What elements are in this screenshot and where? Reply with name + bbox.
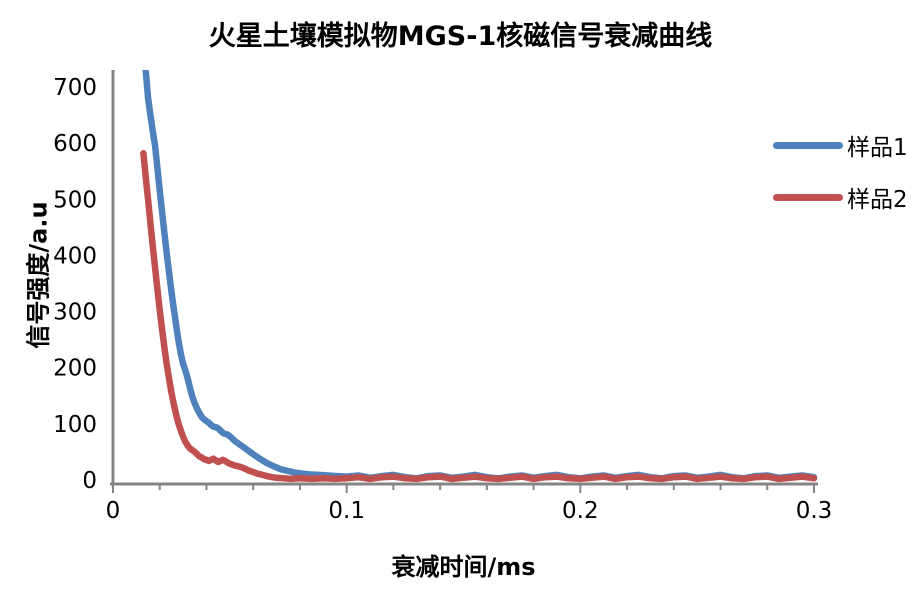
y-tick-label: 200 xyxy=(53,356,97,382)
x-axis-title: 衰减时间/ms xyxy=(391,553,536,581)
sample2-line-swatch-icon xyxy=(773,193,843,201)
legend-item-sample2: 样品2 xyxy=(773,182,908,213)
series-line-1 xyxy=(140,149,818,483)
y-tick-label: 500 xyxy=(53,187,97,213)
x-tick-label: 0.1 xyxy=(328,498,365,524)
legend-item-sample1: 样品1 xyxy=(773,130,908,161)
y-tick-label: 0 xyxy=(82,468,97,494)
legend-label-sample1: 样品1 xyxy=(847,135,908,161)
y-tick-label: 100 xyxy=(53,412,97,438)
y-tick-label: 300 xyxy=(53,300,97,326)
y-tick-label: 600 xyxy=(53,131,97,157)
y-tick-label: 700 xyxy=(53,75,97,101)
legend: 样品1 样品2 xyxy=(773,130,908,213)
chart-title: 火星土壤模拟物MGS-1核磁信号衰减曲线 xyxy=(208,21,713,52)
series-line-0 xyxy=(142,70,818,482)
y-tick-label: 400 xyxy=(53,243,97,269)
sample1-line-swatch-icon xyxy=(773,141,843,149)
x-tick-label: 0.3 xyxy=(796,498,833,524)
x-tick-label: 0 xyxy=(106,498,121,524)
x-tick-label: 0.2 xyxy=(562,498,599,524)
legend-label-sample2: 样品2 xyxy=(847,187,908,213)
